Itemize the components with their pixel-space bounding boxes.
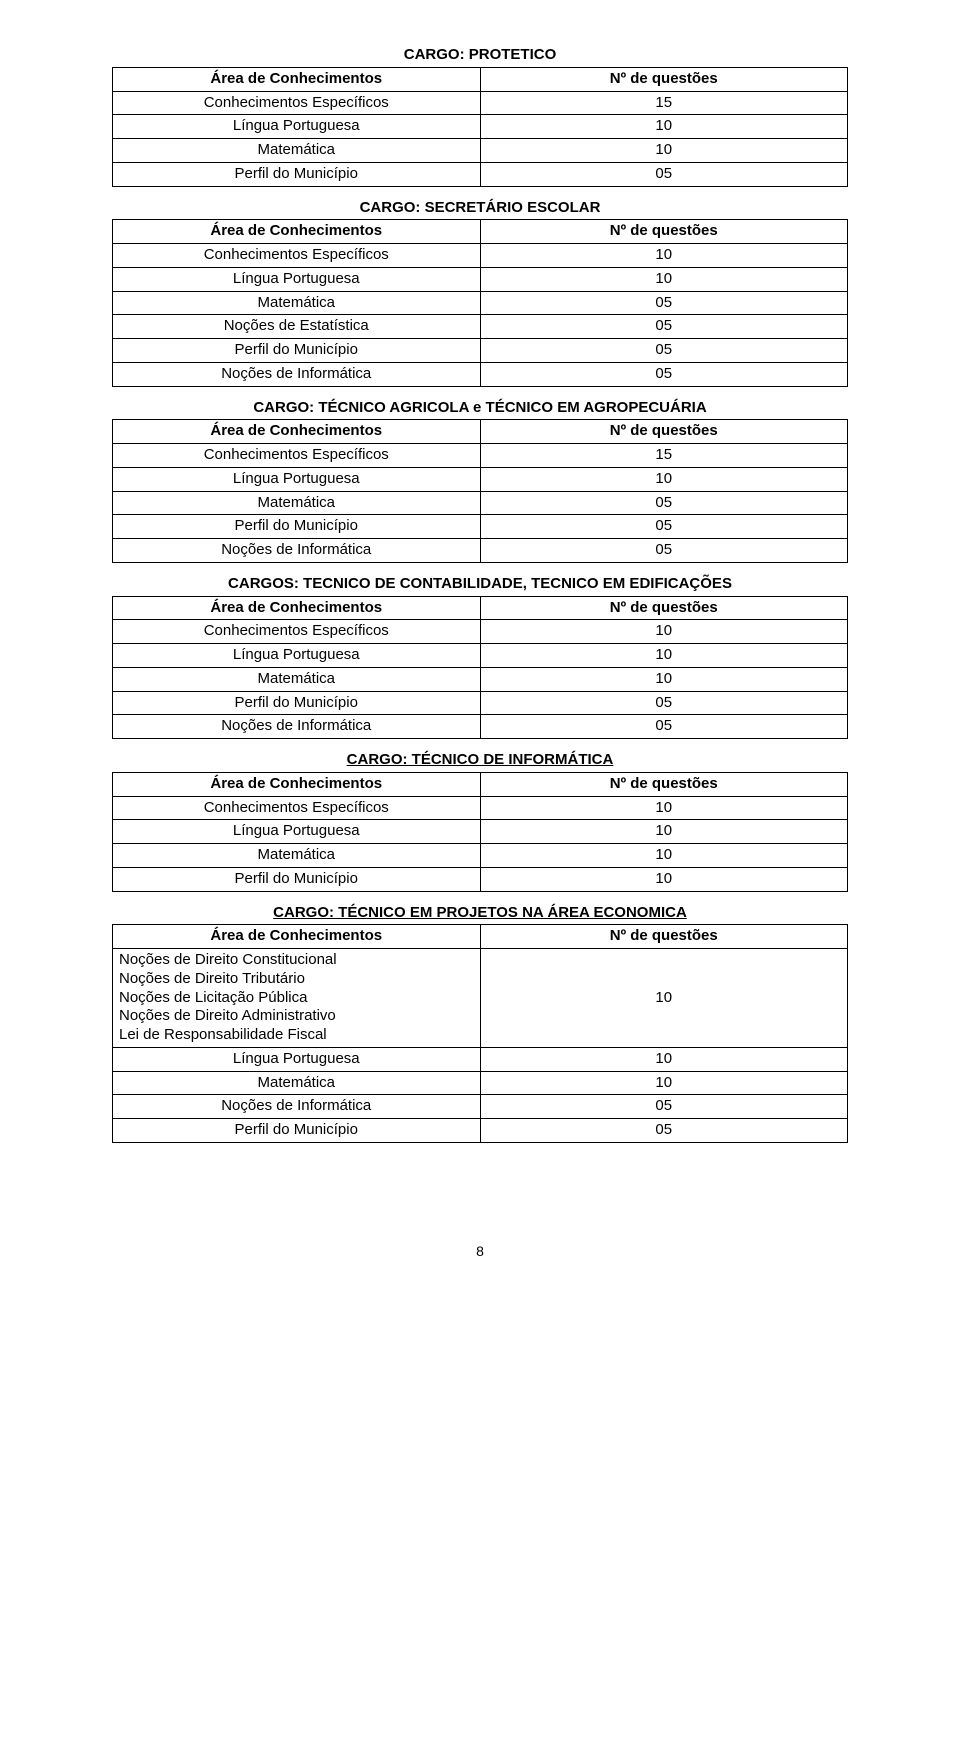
cell-a: Matemática bbox=[113, 139, 481, 163]
header-area: Área de Conhecimentos bbox=[113, 772, 481, 796]
cell-a: Perfil do Município bbox=[113, 339, 481, 363]
cell-a: Língua Portuguesa bbox=[113, 1047, 481, 1071]
cell-b: 10 bbox=[480, 620, 848, 644]
cell-a: Perfil do Município bbox=[113, 1119, 481, 1143]
multi-line-1: Noções de Direito Constitucional bbox=[119, 951, 472, 970]
header-area: Área de Conhecimentos bbox=[113, 220, 481, 244]
cell-a: Perfil do Município bbox=[113, 515, 481, 539]
cell-b: 05 bbox=[480, 291, 848, 315]
header-nq: Nº de questões bbox=[480, 596, 848, 620]
cell-b: 05 bbox=[480, 362, 848, 386]
cell-b: 10 bbox=[480, 115, 848, 139]
cell-b: 10 bbox=[480, 867, 848, 891]
cell-a: Conhecimentos Específicos bbox=[113, 620, 481, 644]
cell-a: Noções de Estatística bbox=[113, 315, 481, 339]
table-protetico: Área de Conhecimentos Nº de questões Con… bbox=[112, 67, 848, 187]
header-area: Área de Conhecimentos bbox=[113, 925, 481, 949]
cell-b: 10 bbox=[480, 267, 848, 291]
title-protetico: CARGO: PROTETICO bbox=[112, 46, 848, 65]
cell-b: 10 bbox=[480, 467, 848, 491]
cell-b: 05 bbox=[480, 315, 848, 339]
cell-b: 05 bbox=[480, 691, 848, 715]
cell-b: 05 bbox=[480, 162, 848, 186]
header-area: Área de Conhecimentos bbox=[113, 596, 481, 620]
cell-a: Perfil do Município bbox=[113, 162, 481, 186]
cell-a: Matemática bbox=[113, 291, 481, 315]
header-nq: Nº de questões bbox=[480, 220, 848, 244]
multi-line-3: Noções de Licitação Pública bbox=[119, 989, 472, 1008]
cell-b: 10 bbox=[480, 1047, 848, 1071]
header-area: Área de Conhecimentos bbox=[113, 420, 481, 444]
cell-b: 15 bbox=[480, 91, 848, 115]
cell-b: 10 bbox=[480, 844, 848, 868]
table-secretario: Área de Conhecimentos Nº de questões Con… bbox=[112, 219, 848, 386]
table-tecnico-agricola: Área de Conhecimentos Nº de questões Con… bbox=[112, 419, 848, 563]
cell-b: 10 bbox=[480, 949, 848, 1048]
cell-a: Perfil do Município bbox=[113, 867, 481, 891]
cell-a: Língua Portuguesa bbox=[113, 644, 481, 668]
cell-b: 10 bbox=[480, 1071, 848, 1095]
title-tecnico-agricola: CARGO: TÉCNICO AGRICOLA e TÉCNICO EM AGR… bbox=[112, 399, 848, 418]
cell-b: 05 bbox=[480, 491, 848, 515]
multi-line-5: Lei de Responsabilidade Fiscal bbox=[119, 1026, 472, 1045]
cell-b: 10 bbox=[480, 796, 848, 820]
cell-a: Matemática bbox=[113, 667, 481, 691]
cell-a: Perfil do Município bbox=[113, 691, 481, 715]
title-tecnico-projetos: CARGO: TÉCNICO EM PROJETOS NA ÁREA ECONO… bbox=[112, 904, 848, 923]
table-tecnico-informatica: Área de Conhecimentos Nº de questões Con… bbox=[112, 772, 848, 892]
cell-b: 05 bbox=[480, 1095, 848, 1119]
cell-b: 10 bbox=[480, 820, 848, 844]
cell-a-multiline: Noções de Direito Constitucional Noções … bbox=[113, 949, 481, 1048]
cell-a: Conhecimentos Específicos bbox=[113, 796, 481, 820]
cell-b: 05 bbox=[480, 339, 848, 363]
cell-b: 10 bbox=[480, 244, 848, 268]
cell-a: Conhecimentos Específicos bbox=[113, 91, 481, 115]
cell-b: 10 bbox=[480, 667, 848, 691]
cell-a: Língua Portuguesa bbox=[113, 267, 481, 291]
cell-a: Língua Portuguesa bbox=[113, 820, 481, 844]
header-area: Área de Conhecimentos bbox=[113, 67, 481, 91]
page-number: 8 bbox=[112, 1243, 848, 1279]
cell-b: 10 bbox=[480, 139, 848, 163]
cell-a: Conhecimentos Específicos bbox=[113, 444, 481, 468]
title-secretario: CARGO: SECRETÁRIO ESCOLAR bbox=[112, 199, 848, 218]
cell-a: Língua Portuguesa bbox=[113, 115, 481, 139]
cell-a: Língua Portuguesa bbox=[113, 467, 481, 491]
multi-line-2: Noções de Direito Tributário bbox=[119, 970, 472, 989]
cell-b: 10 bbox=[480, 644, 848, 668]
cell-a: Noções de Informática bbox=[113, 362, 481, 386]
cell-a: Matemática bbox=[113, 491, 481, 515]
table-tecnico-projetos: Área de Conhecimentos Nº de questões Noç… bbox=[112, 924, 848, 1143]
cell-b: 05 bbox=[480, 715, 848, 739]
multi-line-4: Noções de Direito Administrativo bbox=[119, 1007, 472, 1026]
header-nq: Nº de questões bbox=[480, 67, 848, 91]
table-tecnico-contab: Área de Conhecimentos Nº de questões Con… bbox=[112, 596, 848, 740]
cell-a: Noções de Informática bbox=[113, 539, 481, 563]
cell-a: Noções de Informática bbox=[113, 1095, 481, 1119]
cell-b: 05 bbox=[480, 515, 848, 539]
cell-b: 15 bbox=[480, 444, 848, 468]
cell-b: 05 bbox=[480, 539, 848, 563]
cell-a: Noções de Informática bbox=[113, 715, 481, 739]
cell-a: Matemática bbox=[113, 844, 481, 868]
cell-a: Matemática bbox=[113, 1071, 481, 1095]
cell-b: 05 bbox=[480, 1119, 848, 1143]
header-nq: Nº de questões bbox=[480, 772, 848, 796]
header-nq: Nº de questões bbox=[480, 420, 848, 444]
header-nq: Nº de questões bbox=[480, 925, 848, 949]
cell-a: Conhecimentos Específicos bbox=[113, 244, 481, 268]
title-tecnico-informatica: CARGO: TÉCNICO DE INFORMÁTICA bbox=[112, 751, 848, 770]
title-tecnico-contab: CARGOS: TECNICO DE CONTABILIDADE, TECNIC… bbox=[112, 575, 848, 594]
